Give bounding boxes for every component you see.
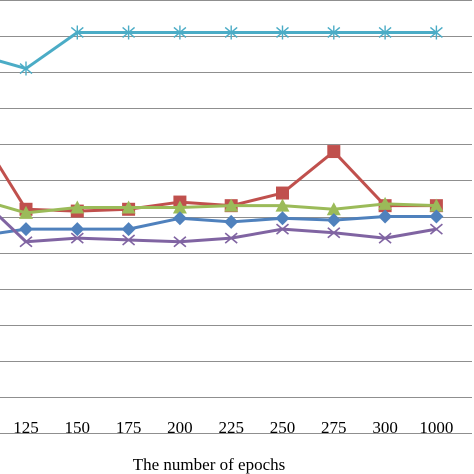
data-point-triangle	[172, 200, 187, 214]
data-point-x	[327, 227, 341, 239]
data-point-x	[378, 232, 392, 244]
data-point-star	[173, 25, 187, 40]
series-1	[0, 25, 443, 76]
data-point-diamond	[429, 209, 444, 224]
x-axis-title: The number of epochs	[133, 455, 285, 474]
series-line	[0, 202, 437, 215]
data-point-diamond	[70, 222, 85, 237]
data-point-triangle	[378, 196, 393, 210]
data-point-triangle	[19, 205, 33, 219]
data-point-diamond	[172, 211, 187, 226]
data-point-x	[19, 236, 33, 248]
data-point-x	[429, 223, 443, 235]
data-point-triangle	[326, 202, 341, 216]
data-point-star	[70, 25, 84, 40]
data-point-star	[378, 25, 392, 40]
series-4	[0, 209, 444, 237]
data-point-diamond	[121, 222, 136, 237]
data-point-x	[173, 236, 187, 248]
data-point-x	[122, 234, 136, 246]
data-point-x	[70, 232, 84, 244]
data-point-triangle	[275, 198, 290, 212]
series-line	[0, 150, 437, 213]
data-point-diamond	[326, 213, 341, 228]
data-point-diamond	[224, 214, 239, 229]
x-tick-label: 275	[321, 418, 347, 437]
data-point-triangle	[224, 198, 239, 212]
data-point-diamond	[378, 209, 393, 224]
data-point-star	[429, 25, 443, 40]
data-point-diamond	[275, 211, 290, 226]
data-point-star	[19, 61, 33, 76]
series-layer	[0, 25, 444, 248]
x-tick-labels: 125 150 175 200 225 250 275 300 1000	[13, 418, 453, 437]
x-tick-label: 1000	[419, 418, 453, 437]
data-point-star	[122, 25, 136, 40]
data-point-x	[224, 232, 238, 244]
data-point-star	[276, 25, 289, 40]
x-tick-label: 125	[13, 418, 39, 437]
series-line	[0, 215, 437, 244]
data-point-diamond	[19, 222, 33, 237]
data-point-triangle	[429, 198, 444, 212]
series-5	[0, 215, 443, 248]
data-point-x	[275, 223, 290, 235]
x-tick-label: 175	[116, 418, 142, 437]
gridlines	[0, 0, 472, 434]
data-point-square	[276, 186, 289, 200]
data-point-triangle	[70, 200, 85, 214]
x-tick-label: 300	[372, 418, 398, 437]
data-point-square	[327, 145, 341, 159]
series-line	[0, 30, 437, 71]
x-tick-label: 150	[65, 418, 91, 437]
data-point-triangle	[121, 200, 136, 214]
series-3	[0, 196, 444, 219]
data-point-star	[224, 25, 238, 40]
x-tick-label: 250	[270, 418, 296, 437]
x-tick-label: 225	[218, 418, 244, 437]
series-line	[0, 215, 437, 235]
x-tick-label: 200	[167, 418, 193, 437]
data-point-star	[327, 25, 341, 40]
